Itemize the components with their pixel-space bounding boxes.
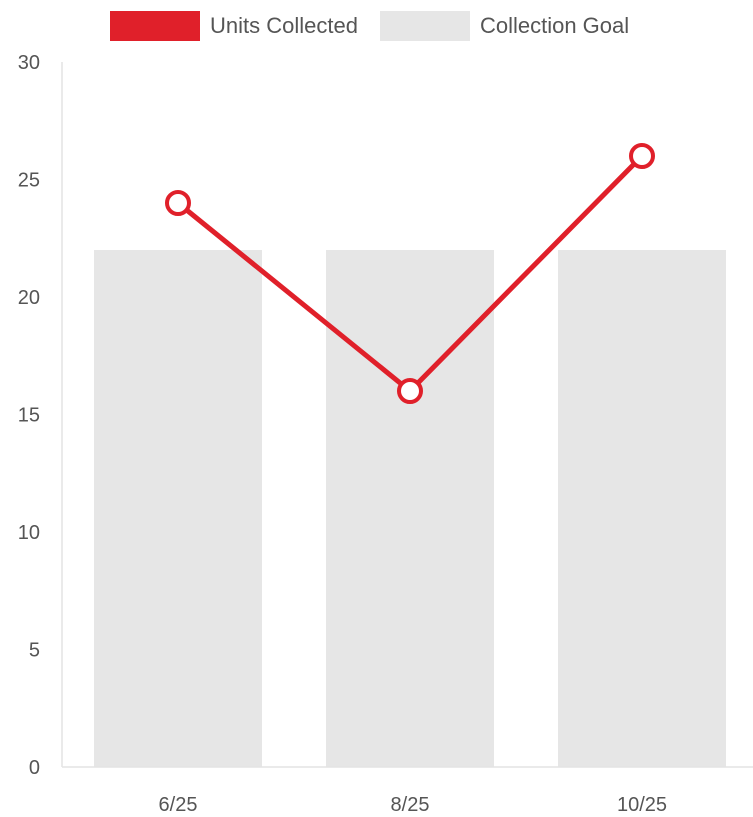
y-tick-label-25: 25 xyxy=(18,170,40,192)
legend-item-collection-goal: Collection Goal xyxy=(379,11,630,41)
x-tick-label-10-25: 10/25 xyxy=(617,794,667,816)
y-tick-label-0: 0 xyxy=(29,757,40,779)
legend-swatch-collection-goal xyxy=(379,11,470,41)
legend-label-units-collected: Units Collected xyxy=(210,13,358,38)
legend-label-collection-goal: Collection Goal xyxy=(479,13,630,38)
y-tick-label-10: 10 xyxy=(18,522,40,544)
chart-legend: Units Collected Collection Goal xyxy=(110,10,651,42)
y-tick-label-20: 20 xyxy=(18,287,40,309)
x-tick-label-8-25: 8/25 xyxy=(391,794,430,816)
x-tick-label-6-25: 6/25 xyxy=(159,794,198,816)
point-units-collected-8-25 xyxy=(397,378,423,404)
y-tick-label-5: 5 xyxy=(29,640,40,662)
bar-collection-goal-8-25 xyxy=(326,250,494,767)
y-tick-label-30: 30 xyxy=(18,52,40,74)
bar-collection-goal-6-25 xyxy=(94,250,262,767)
point-units-collected-10-25 xyxy=(629,143,655,169)
point-units-collected-6-25 xyxy=(165,190,191,216)
y-tick-label-15: 15 xyxy=(18,405,40,427)
legend-item-units-collected: Units Collected xyxy=(110,11,358,41)
legend-swatch-units-collected xyxy=(110,11,200,41)
bar-collection-goal-10-25 xyxy=(558,250,726,767)
